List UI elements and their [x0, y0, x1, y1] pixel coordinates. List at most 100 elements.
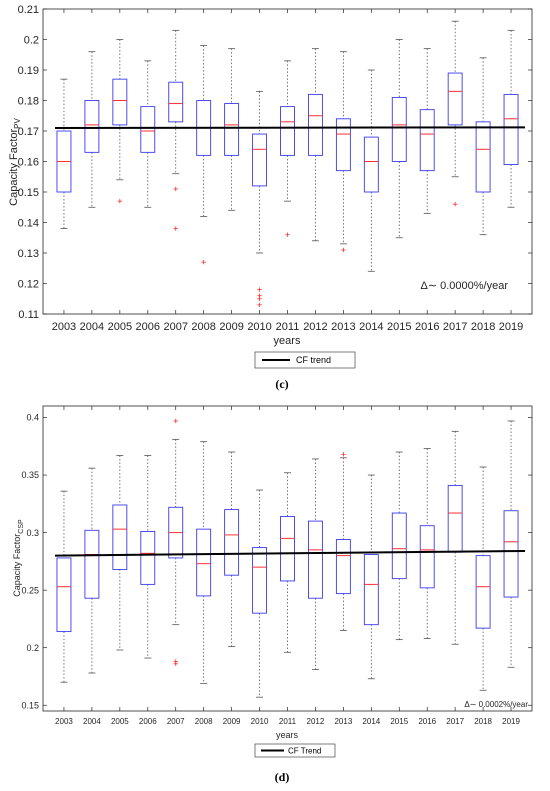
- y-tick-label: 0.35: [21, 470, 39, 480]
- box-2016: [419, 448, 435, 639]
- box-2013: [335, 51, 351, 253]
- outlier-point: [173, 418, 178, 424]
- outlier-point: [452, 202, 458, 207]
- box-body: [308, 93, 323, 156]
- y-axis-label-c: Capacity FactorPV: [8, 117, 22, 205]
- box-2004: [84, 51, 100, 208]
- legend-label-d: CF Trend: [288, 747, 321, 756]
- box-body: [475, 121, 491, 193]
- box-body: [140, 106, 156, 153]
- box-2012: [308, 458, 323, 670]
- x-tick-label: 2011: [276, 321, 300, 333]
- x-tick-label: 2004: [80, 321, 104, 333]
- box-2003: [56, 78, 72, 230]
- y-tick-label: 0.4: [26, 413, 39, 423]
- box-2009: [224, 48, 240, 211]
- box-body: [168, 81, 184, 123]
- box-body: [419, 525, 435, 589]
- outlier-point: [201, 259, 206, 265]
- y-tick-label: 0.3: [26, 528, 39, 538]
- box-body: [112, 78, 128, 126]
- x-tick-label: 2019: [502, 717, 520, 726]
- y-axis-label-d: Capacity FactorCSP: [12, 519, 25, 597]
- outlier-point: [117, 198, 123, 204]
- x-tick-label: 2003: [55, 717, 73, 726]
- y-tick-label: 0.13: [18, 248, 39, 260]
- x-tick-label: 2006: [139, 717, 157, 726]
- panel-label-d: (d): [275, 770, 290, 784]
- x-axis-label-d: years: [276, 730, 299, 740]
- box-body: [252, 547, 267, 614]
- x-tick-label: 2013: [334, 717, 352, 726]
- box-body: [280, 106, 295, 156]
- box-2018: [475, 57, 491, 236]
- plot-area-c: [42, 8, 533, 315]
- x-tick-label: 2007: [167, 717, 185, 726]
- outlier-point: [257, 296, 262, 301]
- y-tick-label: 0.12: [18, 278, 39, 290]
- box-body: [335, 118, 351, 172]
- box-body: [447, 72, 463, 126]
- box-body: [391, 512, 407, 580]
- x-tick-label: 2005: [111, 717, 129, 726]
- x-tick-label: 2016: [418, 717, 436, 726]
- x-tick-label: 2014: [362, 717, 380, 726]
- box-2009: [224, 451, 240, 647]
- x-tick-label: 2012: [303, 321, 327, 333]
- trend-annotation-c: Δ∼ 0.0000%/year: [420, 280, 508, 292]
- box-2019: [503, 420, 519, 668]
- box-2015: [391, 39, 407, 239]
- x-tick-label: 2015: [390, 717, 408, 726]
- box-2019: [503, 29, 519, 208]
- box-body: [84, 100, 100, 153]
- box-2005: [112, 39, 128, 204]
- x-tick-label: 2018: [471, 321, 495, 333]
- box-body: [140, 531, 156, 585]
- x-tick-label: 2009: [223, 717, 241, 726]
- y-tick-label: 0.19: [18, 65, 39, 77]
- y-tick-label: 0.16: [18, 156, 39, 168]
- outlier-point: [257, 287, 262, 292]
- legend-box-c: [254, 351, 356, 369]
- box-body: [112, 504, 128, 570]
- x-tick-label: 2009: [219, 321, 243, 333]
- y-tick-label: 0.17: [18, 126, 39, 138]
- x-tick-label: 2004: [83, 717, 101, 726]
- outlier-point: [341, 452, 346, 457]
- box-2007: [168, 418, 184, 667]
- y-axis-label-main-d: Capacity Factor: [12, 534, 22, 597]
- box-2007: [168, 29, 184, 231]
- y-tick-label: 0.21: [18, 4, 39, 16]
- y-tick-label: 0.15: [21, 700, 39, 710]
- y-tick-label: 0.25: [21, 585, 39, 595]
- box-2011: [280, 472, 295, 653]
- box-body: [56, 557, 72, 633]
- trend-annotation-d: Δ∼ 0.0002%/year: [464, 700, 528, 709]
- legend-box-d: [254, 743, 336, 758]
- box-body: [419, 109, 435, 172]
- box-body: [196, 528, 212, 597]
- box-body: [503, 510, 519, 598]
- legend-d: CF Trend: [254, 743, 336, 758]
- x-tick-label: 2013: [331, 321, 355, 333]
- box-2010: [252, 90, 267, 308]
- y-tick-label: 0.11: [18, 309, 39, 321]
- panel-label-c: (c): [275, 377, 288, 391]
- box-body: [280, 516, 295, 582]
- y-tick-label: 0.14: [18, 217, 39, 229]
- box-2010: [252, 489, 267, 698]
- box-2003: [56, 490, 72, 683]
- box-2014: [363, 474, 379, 680]
- y-axis-label-main-c: Capacity Factor: [8, 128, 20, 205]
- x-tick-label: 2010: [247, 321, 271, 333]
- x-tick-label: 2003: [52, 321, 76, 333]
- box-body: [335, 539, 351, 595]
- box-2012: [308, 48, 323, 242]
- box-body: [84, 529, 100, 599]
- box-body: [363, 554, 379, 626]
- box-2006: [140, 60, 156, 208]
- box-body: [252, 133, 267, 187]
- x-tick-label: 2010: [251, 717, 269, 726]
- box-body: [475, 555, 491, 629]
